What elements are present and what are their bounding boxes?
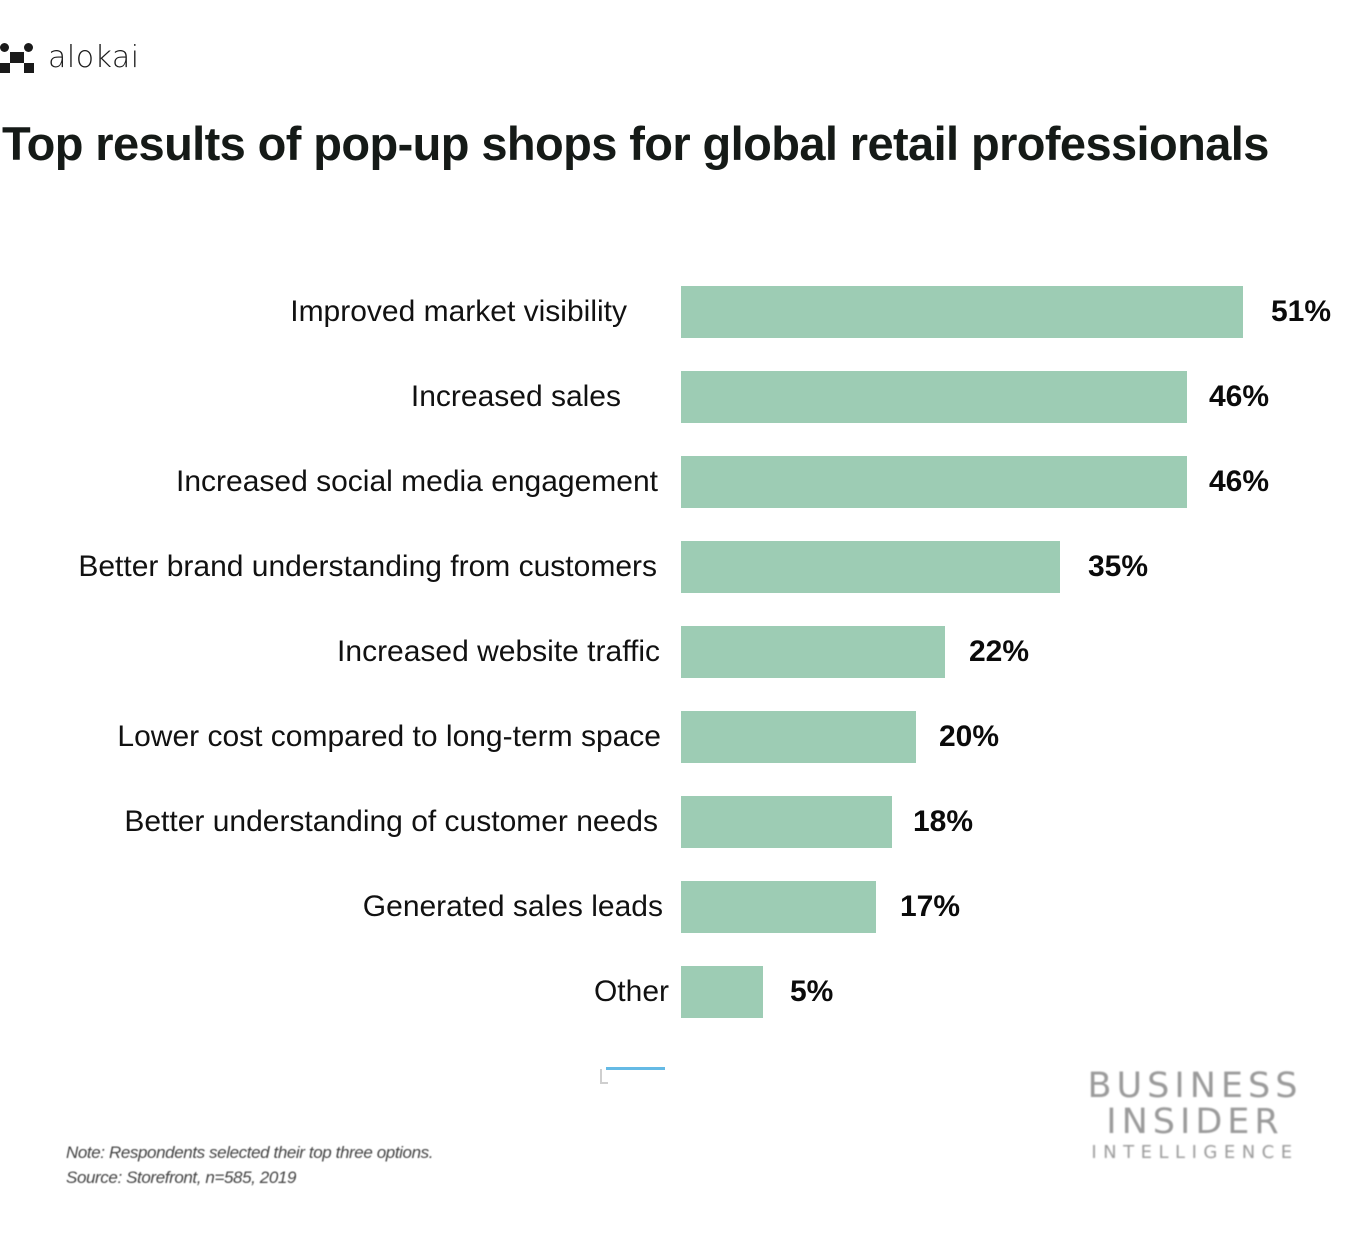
bar	[681, 881, 876, 933]
alokai-logo-icon	[0, 43, 34, 73]
artifact-line	[606, 1067, 665, 1070]
chart-title: Top results of pop-up shops for global r…	[2, 117, 1269, 170]
brand-name: alokai	[48, 40, 140, 75]
bar-value-label: 5%	[790, 975, 834, 1008]
bar	[681, 626, 945, 678]
bar-label: Better brand understanding from customer…	[78, 550, 657, 583]
bar-row: Improved market visibility 51%	[0, 286, 1364, 338]
bar	[681, 456, 1187, 508]
bar-label: Other	[593, 975, 669, 1008]
bar	[681, 966, 763, 1018]
bar-label: Better understanding of customer needs	[124, 805, 658, 838]
source-text: Source: Storefront, n=585, 2019	[66, 1168, 297, 1187]
bar	[681, 541, 1060, 593]
note-text: Note: Respondents selected their top thr…	[66, 1143, 434, 1162]
bar-row: Increased website traffic 22%	[0, 626, 1364, 678]
bar-row: Better brand understanding from customer…	[0, 541, 1364, 593]
bar-row: Increased social media engagement 46%	[0, 456, 1364, 508]
bar-value-label: 20%	[939, 720, 1000, 753]
bar	[681, 711, 916, 763]
artifact-hook	[600, 1069, 608, 1084]
bar-label: Increased social media engagement	[176, 465, 658, 498]
bar-label: Lower cost compared to long-term space	[117, 720, 661, 753]
business-insider-intelligence-logo: BUSINESS INSIDER INTELLIGENCE	[1085, 1068, 1305, 1166]
logo-line-intelligence: INTELLIGENCE	[1091, 1142, 1299, 1163]
bar-value-label: 35%	[1088, 550, 1149, 583]
brand-header: alokai	[0, 40, 140, 76]
bar-value-label: 46%	[1209, 465, 1270, 498]
bar-value-label: 17%	[900, 890, 961, 923]
bar-label: Increased sales	[410, 380, 621, 413]
bar-row: Increased sales 46%	[0, 371, 1364, 423]
logo-line-business: BUSINESS	[1087, 1066, 1303, 1106]
logo-line-insider: INSIDER	[1106, 1102, 1284, 1142]
bar-value-label: 18%	[913, 805, 974, 838]
bar-row: Generated sales leads 17%	[0, 881, 1364, 933]
bar-value-label: 51%	[1271, 295, 1332, 328]
bar-label: Increased website traffic	[337, 635, 660, 668]
bar	[681, 796, 892, 848]
bar	[681, 371, 1187, 423]
crop-artifact-line	[597, 1064, 665, 1084]
bar	[681, 286, 1243, 338]
bar-label: Improved market visibility	[290, 295, 627, 328]
bar-row: Lower cost compared to long-term space 2…	[0, 711, 1364, 763]
chart-notes: Note: Respondents selected their top thr…	[66, 1140, 433, 1190]
bar-label: Generated sales leads	[362, 890, 663, 923]
bar-row: Other 5%	[0, 966, 1364, 1018]
bar-value-label: 46%	[1209, 380, 1270, 413]
bar-value-label: 22%	[969, 635, 1030, 668]
bar-row: Better understanding of customer needs 1…	[0, 796, 1364, 848]
